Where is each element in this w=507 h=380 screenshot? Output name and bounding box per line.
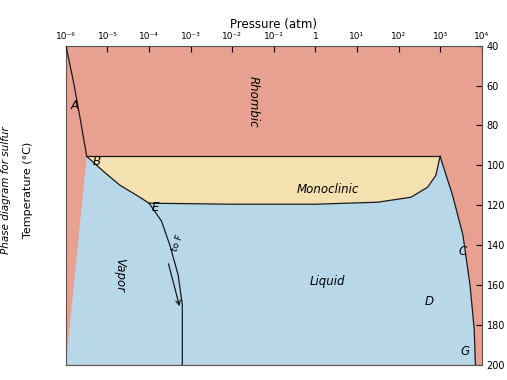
- Text: C: C: [459, 245, 467, 258]
- Polygon shape: [149, 156, 476, 365]
- Text: Liquid: Liquid: [310, 274, 346, 288]
- X-axis label: Pressure (atm): Pressure (atm): [230, 17, 317, 30]
- Text: to F: to F: [171, 234, 185, 253]
- Text: B: B: [93, 155, 101, 168]
- Text: Phase diagram for sulfur: Phase diagram for sulfur: [1, 126, 11, 254]
- Polygon shape: [66, 46, 183, 365]
- Text: Vapor: Vapor: [114, 258, 126, 292]
- Text: Temperature (°C): Temperature (°C): [23, 142, 33, 238]
- Text: D: D: [425, 295, 434, 308]
- Polygon shape: [87, 156, 440, 204]
- Text: Rhombic: Rhombic: [246, 76, 260, 127]
- Text: E: E: [152, 201, 159, 214]
- Text: Monoclinic: Monoclinic: [297, 183, 359, 196]
- Text: G: G: [460, 345, 469, 358]
- Polygon shape: [66, 46, 482, 365]
- Text: A: A: [71, 100, 79, 112]
